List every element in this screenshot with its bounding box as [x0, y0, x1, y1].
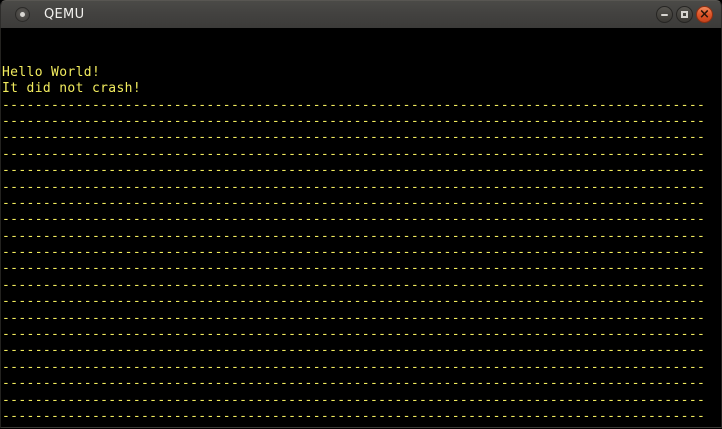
terminal-line [2, 32, 721, 48]
qemu-app-icon [15, 7, 30, 22]
maximize-icon [677, 7, 692, 22]
terminal-line: ----------------------------------------… [2, 195, 706, 211]
terminal-line: ----------------------------------------… [2, 212, 706, 228]
terminal-line: ----------------------------------------… [2, 130, 706, 146]
terminal-line: ----------------------------------------… [2, 261, 706, 277]
terminal-line: ----------------------------------------… [2, 277, 706, 293]
terminal-line: It did not crash! [2, 81, 142, 97]
terminal-line: ----------------------------------------… [2, 245, 706, 261]
terminal-line: ----------------------------------------… [2, 392, 706, 408]
terminal-line: ----------------------------------------… [2, 425, 721, 427]
terminal-line: ----------------------------------------… [2, 327, 706, 343]
window-title: QEMU [44, 7, 85, 22]
terminal-line: ----------------------------------------… [2, 97, 706, 113]
terminal-line: ----------------------------------------… [2, 343, 706, 359]
maximize-button[interactable] [676, 6, 693, 23]
vm-display[interactable]: Hello World! It did not crash! -----------… [0, 28, 722, 428]
terminal-line [2, 48, 721, 64]
terminal-line: ----------------------------------------… [2, 146, 706, 162]
terminal-line: ----------------------------------------… [2, 408, 706, 424]
terminal-line: ----------------------------------------… [2, 228, 706, 244]
terminal-line: ----------------------------------------… [2, 113, 706, 129]
terminal-line: ----------------------------------------… [2, 376, 706, 392]
minimize-button[interactable] [656, 6, 673, 23]
terminal-line: ----------------------------------------… [2, 310, 706, 326]
terminal-line: ----------------------------------------… [2, 163, 706, 179]
terminal-line: ----------------------------------------… [2, 294, 706, 310]
close-button[interactable] [696, 6, 713, 23]
window-controls [656, 6, 713, 23]
close-icon [697, 7, 712, 22]
terminal-output: Hello World! It did not crash! -----------… [1, 28, 721, 427]
terminal-line: ----------------------------------------… [2, 179, 706, 195]
terminal-line: Hello World! [2, 64, 101, 80]
terminal-line: ----------------------------------------… [2, 359, 706, 375]
window-titlebar[interactable]: QEMU [0, 0, 722, 28]
minimize-icon [657, 7, 672, 22]
